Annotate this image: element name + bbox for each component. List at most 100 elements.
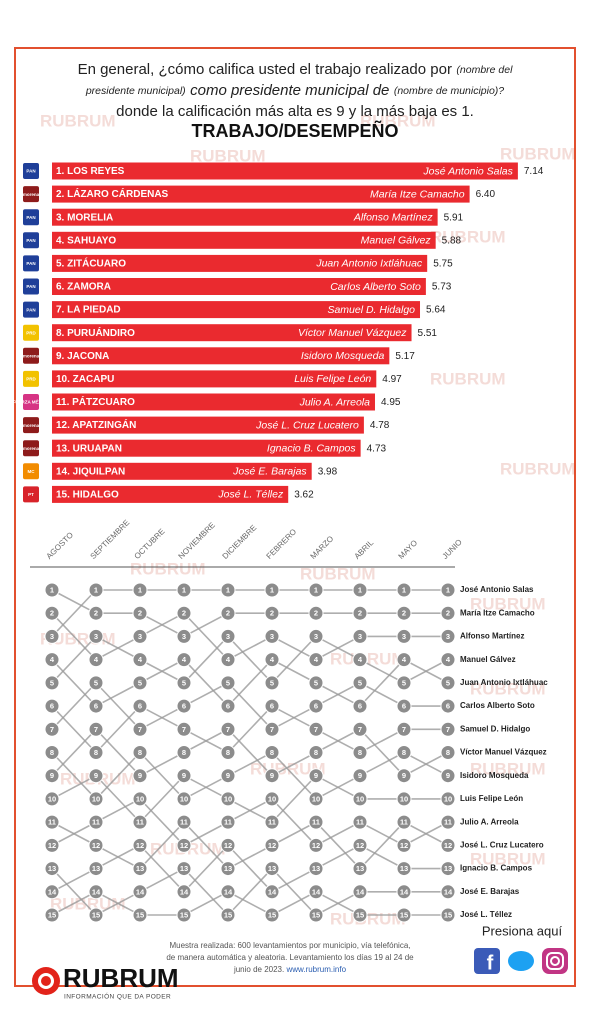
rank-circle	[88, 721, 104, 737]
rank-label: 5	[182, 678, 186, 687]
rank-circle	[308, 837, 324, 853]
rank-label: 9	[50, 771, 54, 780]
series-label: Julio A. Arreola	[460, 817, 519, 826]
rank-label: 3	[226, 632, 230, 641]
rank-label: 6	[94, 702, 98, 711]
series-label: Manuel Gálvez	[460, 655, 516, 664]
rank-circle	[44, 582, 60, 598]
value-label: 5.75	[433, 259, 453, 270]
rank-circle	[264, 884, 280, 900]
rank-label: 1	[138, 585, 142, 594]
rank-label: 11	[180, 818, 188, 827]
rank-circle	[308, 768, 324, 784]
rank-label: 4	[226, 655, 231, 664]
rank-circle	[132, 582, 148, 598]
rank-label: 4	[50, 655, 55, 664]
rank-label: 5	[94, 678, 98, 687]
rank-label: 5	[226, 678, 230, 687]
party-logo-text: PAN	[26, 261, 35, 266]
rank-circle	[132, 861, 148, 877]
rank-circle	[352, 582, 368, 598]
rank-label: 7	[94, 725, 98, 734]
party-logo-text: PRD	[26, 377, 36, 382]
mayor-label: Samuel D. Hidalgo	[327, 304, 415, 316]
twitter-icon[interactable]	[508, 951, 534, 971]
rank-line	[51, 728, 449, 777]
rank-circle	[176, 768, 192, 784]
rank-label: 12	[136, 841, 144, 850]
rank-label: 14	[224, 887, 233, 896]
rank-label: 6	[402, 702, 406, 711]
rank-circle	[396, 675, 412, 691]
rank-label: 9	[446, 771, 450, 780]
rank-label: 5	[402, 678, 406, 687]
facebook-icon[interactable]	[474, 948, 500, 974]
party-logo-text: PAN	[26, 284, 35, 289]
party-logo-text: PAN	[26, 215, 35, 220]
rank-label: 12	[180, 841, 188, 850]
party-logo	[23, 440, 39, 457]
rank-label: 15	[180, 910, 188, 919]
rank-label: 4	[358, 655, 363, 664]
value-label: 3.62	[294, 490, 314, 501]
question-line-1: En general, ¿cómo califica usted el trab…	[78, 61, 514, 78]
rank-circle	[44, 907, 60, 923]
watermark: RUBRUM	[470, 594, 546, 613]
instagram-glyph	[546, 952, 564, 970]
category-label: 9. JACONA	[56, 351, 109, 362]
watermark: RUBRUM	[500, 459, 576, 478]
rank-circle	[44, 837, 60, 853]
rank-circle	[264, 605, 280, 621]
rank-label: 4	[182, 655, 187, 664]
watermark: RUBRUM	[330, 649, 406, 668]
mayor-label: Isidoro Mosqueda	[301, 350, 385, 362]
bar	[52, 301, 421, 319]
party-logo-text: PRD	[26, 330, 36, 335]
rank-circle	[352, 652, 368, 668]
bar	[52, 208, 438, 226]
call-to-action[interactable]: Presiona aquí	[482, 923, 563, 938]
watermarks: RUBRUM RUBRUM RUBRUM RUBRUM RUBRUM RUBRUM RUBR…	[40, 111, 576, 928]
rank-label: 2	[314, 609, 318, 618]
watermark: RUBRUM	[470, 679, 546, 698]
footer-url[interactable]: www.rubrum.info	[285, 965, 346, 974]
rank-circle	[88, 791, 104, 807]
rank-circle	[44, 675, 60, 691]
rank-label: 15	[268, 910, 276, 919]
rank-label: 13	[48, 864, 56, 873]
party-logo	[23, 370, 39, 387]
rank-circle	[440, 675, 456, 691]
rank-circle	[308, 698, 324, 714]
rank-label: 3	[94, 632, 98, 641]
rank-label: 9	[226, 771, 230, 780]
watermark: RUBRUM	[430, 227, 506, 246]
rank-circle	[308, 861, 324, 877]
rank-circle	[352, 907, 368, 923]
rank-circle	[132, 698, 148, 714]
rank-label: 3	[270, 632, 274, 641]
rank-circle	[264, 698, 280, 714]
rank-circle	[176, 907, 192, 923]
rank-label: 15	[136, 910, 144, 919]
rank-label: 11	[356, 818, 364, 827]
rank-circle	[352, 628, 368, 644]
question-line-2: presidente municipal) como presidente mu…	[85, 82, 504, 99]
value-label: 6.40	[476, 189, 496, 200]
party-logo-text: PAN	[26, 169, 35, 174]
party-logo	[23, 163, 39, 179]
rank-circle	[44, 814, 60, 830]
rank-circle	[308, 652, 324, 668]
rank-circle	[176, 652, 192, 668]
mayor-label: José L. Cruz Lucatero	[255, 419, 359, 431]
bar	[52, 254, 428, 272]
instagram-icon[interactable]	[542, 948, 568, 974]
category-label: 8. PURUÁNDIRO	[56, 326, 135, 339]
rank-circle	[308, 605, 324, 621]
rank-label: 15	[92, 910, 100, 919]
party-logo-text: FUERZA MÉXICO	[12, 398, 50, 405]
rank-label: 3	[446, 632, 450, 641]
bar-chart: PAN 1. LOS REYES José Antonio Salas 7.14 mor…	[12, 162, 544, 503]
rank-circle	[88, 582, 104, 598]
rank-label: 14	[180, 887, 189, 896]
